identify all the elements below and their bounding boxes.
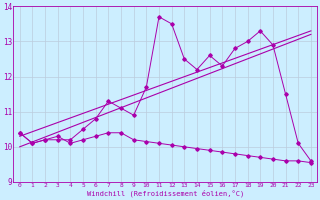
X-axis label: Windchill (Refroidissement éolien,°C): Windchill (Refroidissement éolien,°C) xyxy=(87,190,244,197)
